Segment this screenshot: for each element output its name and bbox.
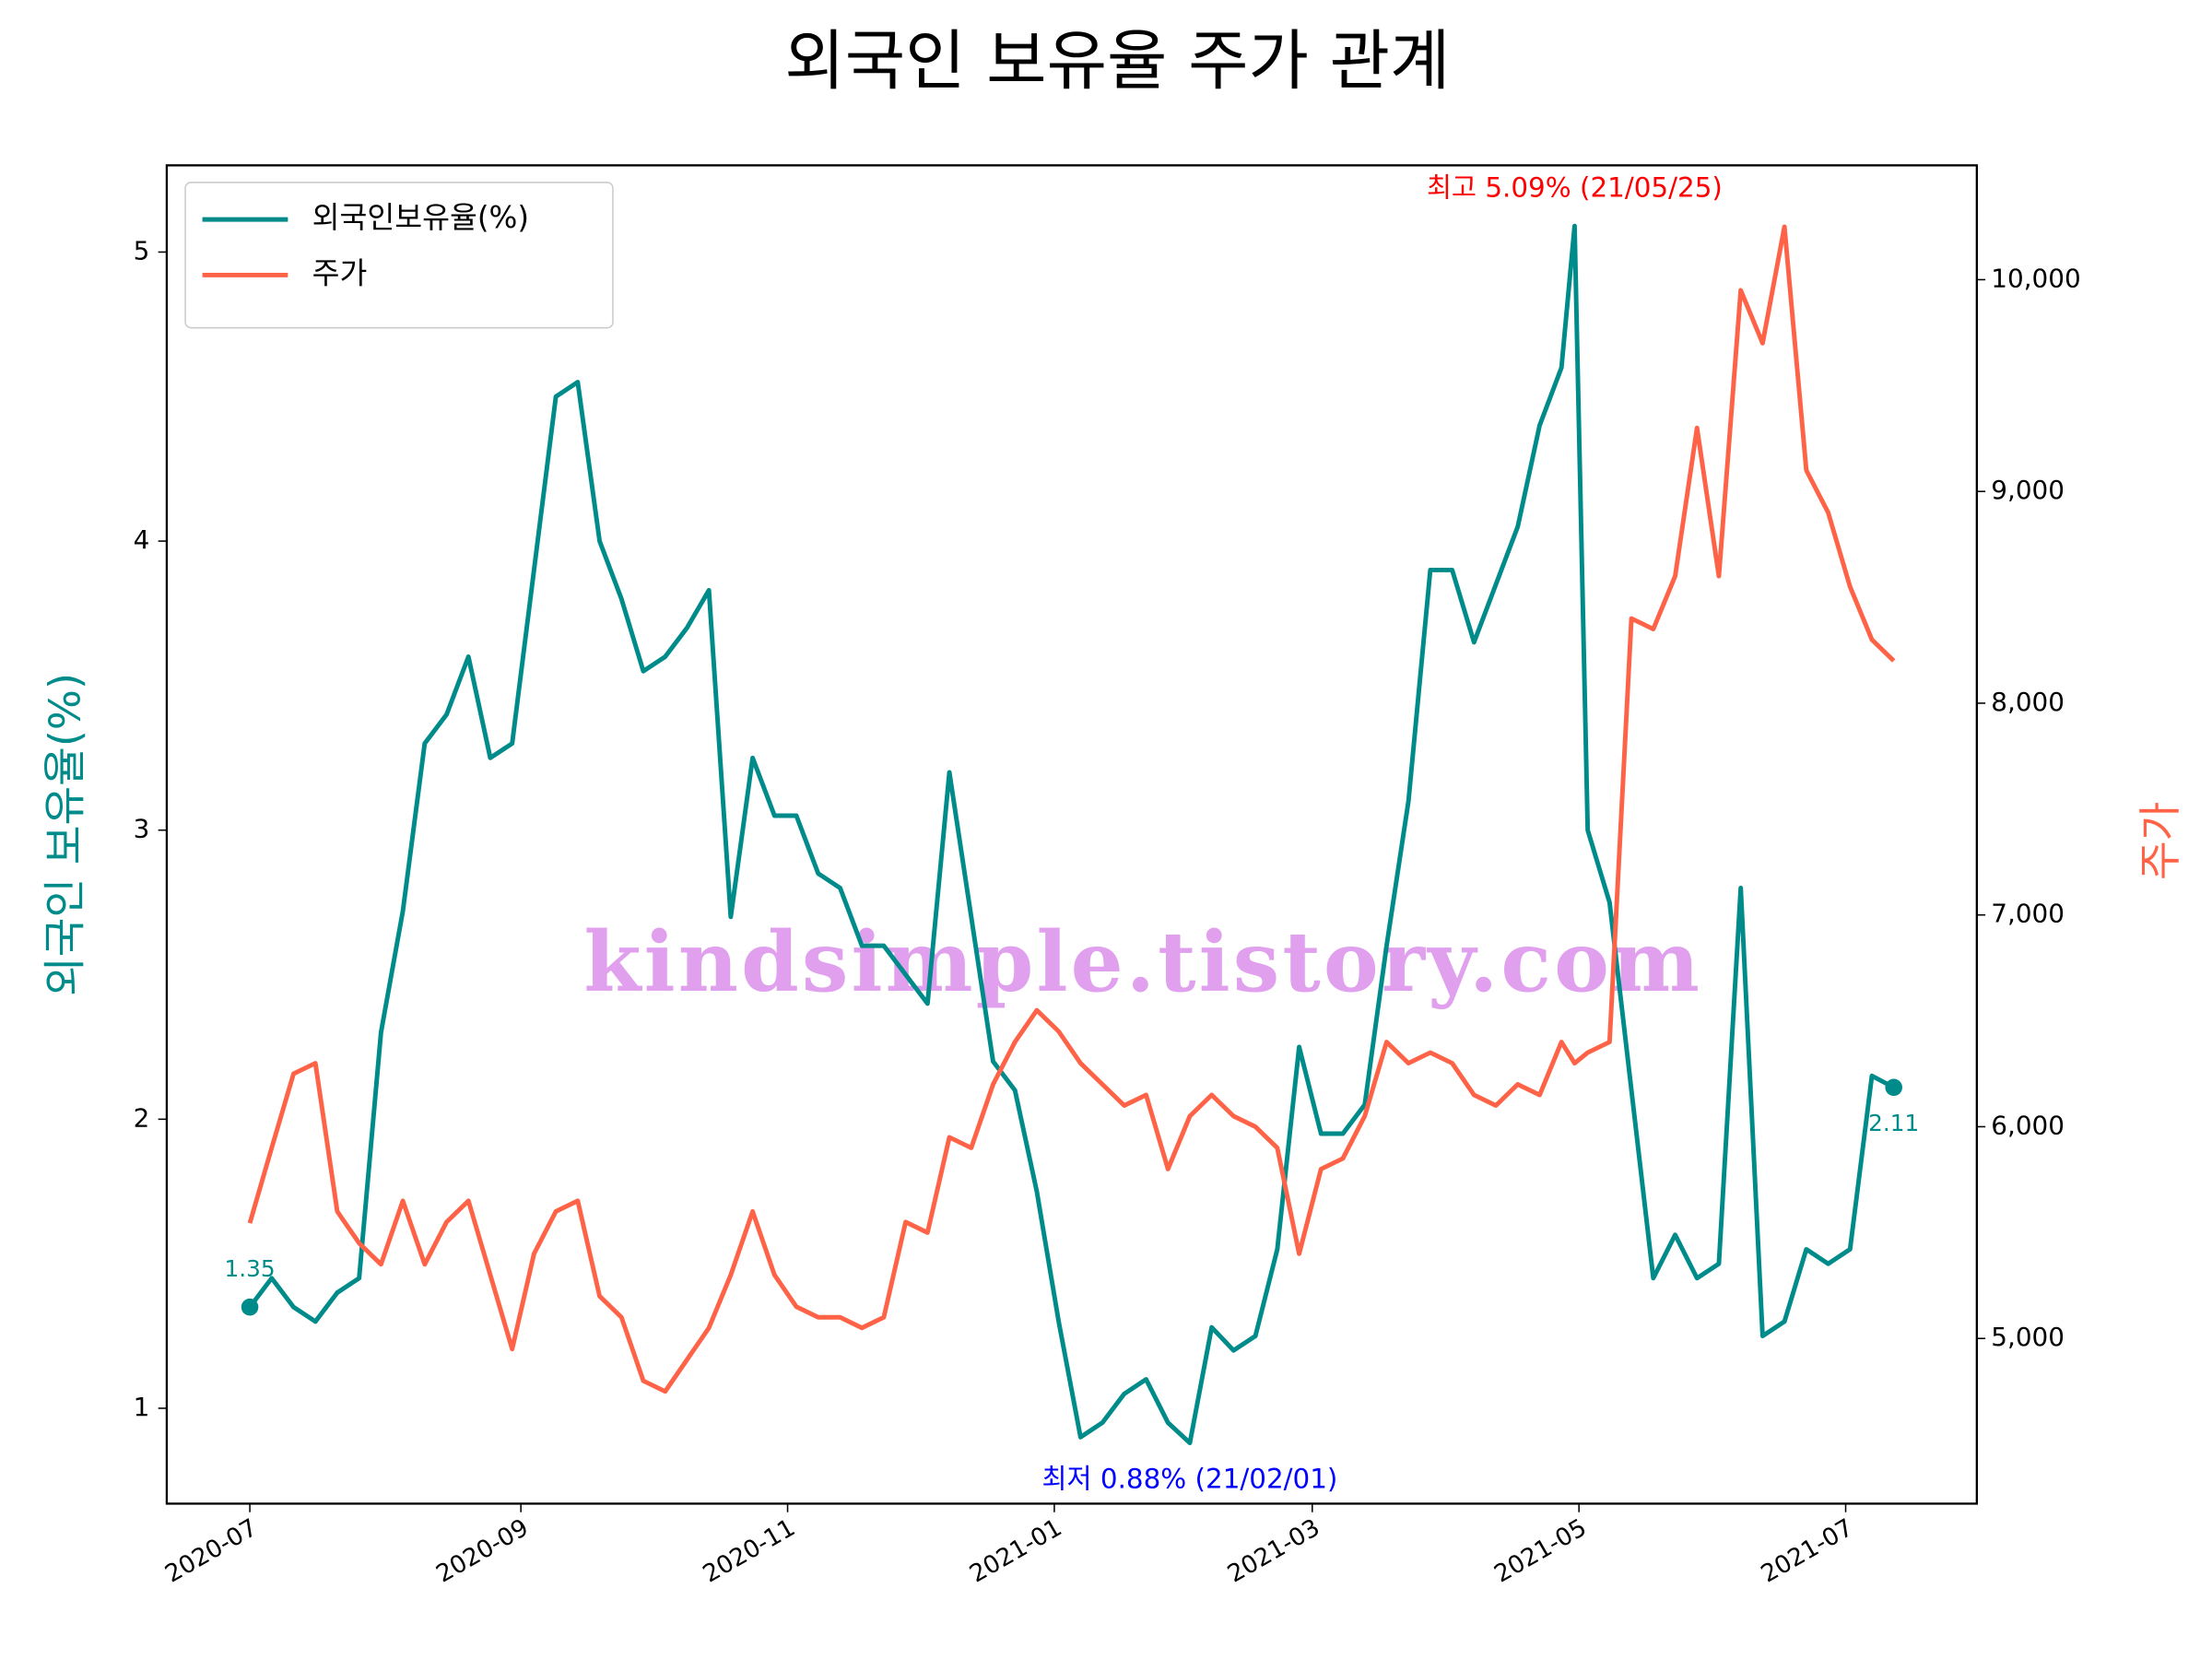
y-tick-label: 5 [134, 235, 150, 265]
y2-tick-label: 5,000 [1991, 1322, 2065, 1352]
y2-axis-label: 주가 [2136, 802, 2185, 880]
y-tick-label: 3 [134, 814, 150, 844]
series-line [247, 224, 1896, 1394]
legend-box [184, 182, 614, 329]
y2-tick-label: 6,000 [1991, 1110, 2065, 1140]
y-axis-label: 외국인 보유율(%) [41, 673, 90, 996]
annotation: 2.11 [1868, 1110, 1919, 1136]
y-tick-label: 1 [134, 1392, 150, 1422]
y2-tick-label: 8,000 [1991, 687, 2065, 717]
watermark: kindsimple.tistory.com [583, 914, 1702, 1011]
y2-tick-label: 7,000 [1991, 899, 2065, 929]
annotation: 1.35 [225, 1255, 276, 1282]
legend: 외국인보유율(%) 주가 [184, 182, 614, 329]
annotation: 최고 5.09% (21/05/25) [1427, 172, 1723, 204]
chart-title: 외국인 보유율 주가 관계 [784, 23, 1450, 100]
legend-label: 외국인보유율(%) [312, 200, 529, 235]
legend-label: 주가 [312, 255, 368, 290]
annotation-marker [241, 1298, 259, 1316]
y-tick-label: 4 [134, 524, 150, 555]
y2-tick-label: 10,000 [1991, 263, 2080, 293]
annotation-marker [1885, 1078, 1902, 1097]
plot-frame [165, 164, 1979, 1505]
y2-tick-label: 9,000 [1991, 475, 2065, 505]
annotation: 최저 0.88% (21/02/01) [1042, 1463, 1338, 1494]
y-tick-label: 2 [134, 1102, 150, 1133]
series-line [248, 223, 1895, 1446]
